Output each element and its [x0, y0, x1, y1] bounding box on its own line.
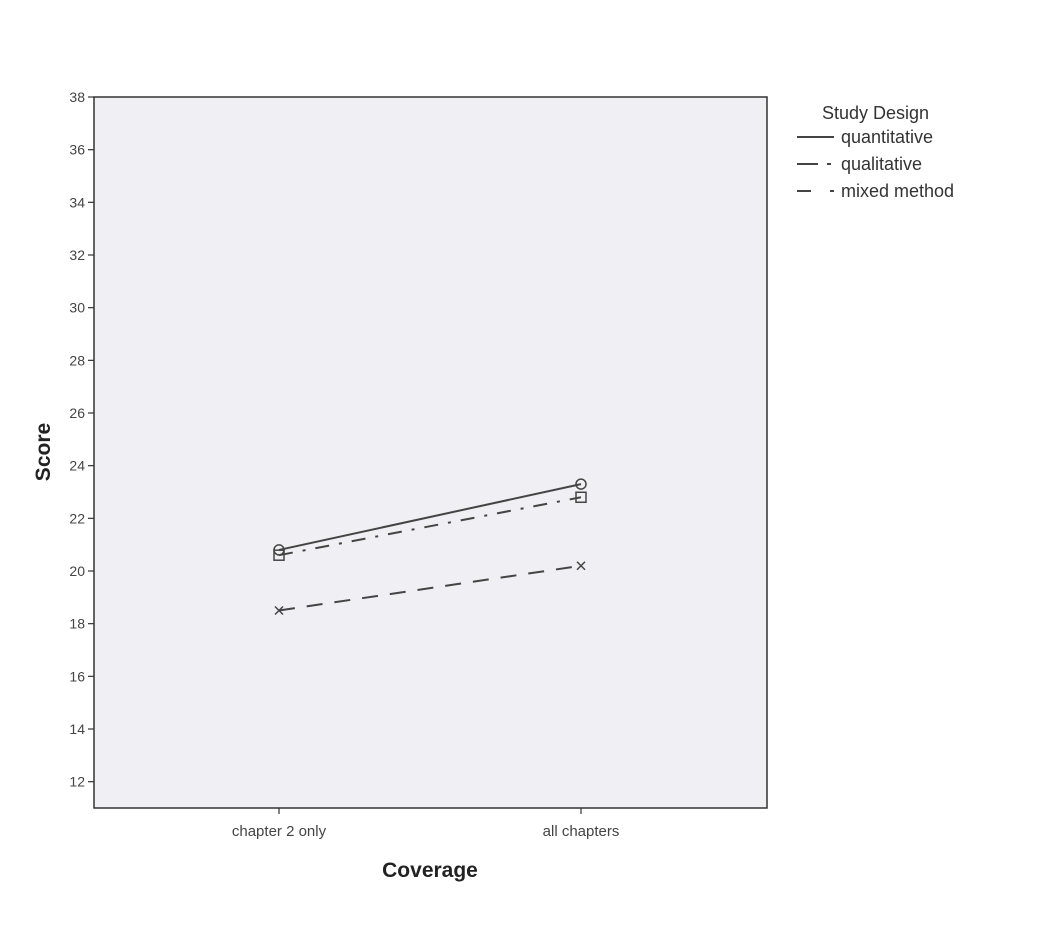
series-line-qualitative	[278, 496, 582, 557]
y-tick-label: 22	[69, 510, 85, 526]
x-axis: chapter 2 only all chapters	[232, 808, 619, 840]
plot-area	[93, 96, 768, 809]
y-tick-label: 12	[69, 774, 85, 790]
y-tick-label: 14	[69, 721, 85, 737]
marker-mixed-method	[274, 605, 284, 616]
y-tick-label: 32	[69, 247, 85, 263]
marker-qualitative	[575, 491, 587, 504]
y-tick-label: 18	[69, 616, 85, 632]
y-tick-label: 16	[69, 668, 85, 684]
y-tick-label: 26	[69, 405, 85, 421]
y-tick-label: 20	[69, 563, 85, 579]
x-tick-label: chapter 2 only	[232, 823, 327, 840]
y-tick-label: 30	[69, 300, 85, 316]
series-markers	[273, 478, 587, 616]
y-tick-label: 38	[69, 89, 85, 105]
legend-label: quantitative	[841, 127, 933, 147]
x-tick-label: all chapters	[543, 823, 620, 840]
marker-quantitative	[575, 478, 587, 490]
legend: Study Design quantitative qualitative mixe…	[797, 103, 954, 201]
x-axis-title: Coverage	[382, 859, 478, 882]
legend-item: quantitative	[797, 127, 933, 147]
series-line-quantitative	[278, 483, 582, 551]
marker-mixed-method	[576, 561, 586, 571]
legend-item: qualitative	[797, 154, 922, 174]
series-lines	[278, 483, 582, 612]
legend-item: mixed method	[797, 181, 954, 201]
marker-qualitative	[273, 549, 285, 561]
legend-label: mixed method	[841, 181, 954, 201]
legend-label: qualitative	[841, 154, 922, 174]
y-tick-label: 28	[69, 352, 85, 368]
y-axis: 12 14 16 18 20 22 24 26 28 30 32 34 36 38	[69, 89, 94, 790]
y-tick-label: 24	[69, 458, 85, 474]
series-line-mixed-method	[278, 564, 582, 612]
y-axis-title: Score	[32, 423, 55, 481]
y-tick-label: 36	[69, 142, 85, 158]
y-tick-label: 34	[69, 194, 85, 210]
legend-title: Study Design	[822, 103, 929, 123]
